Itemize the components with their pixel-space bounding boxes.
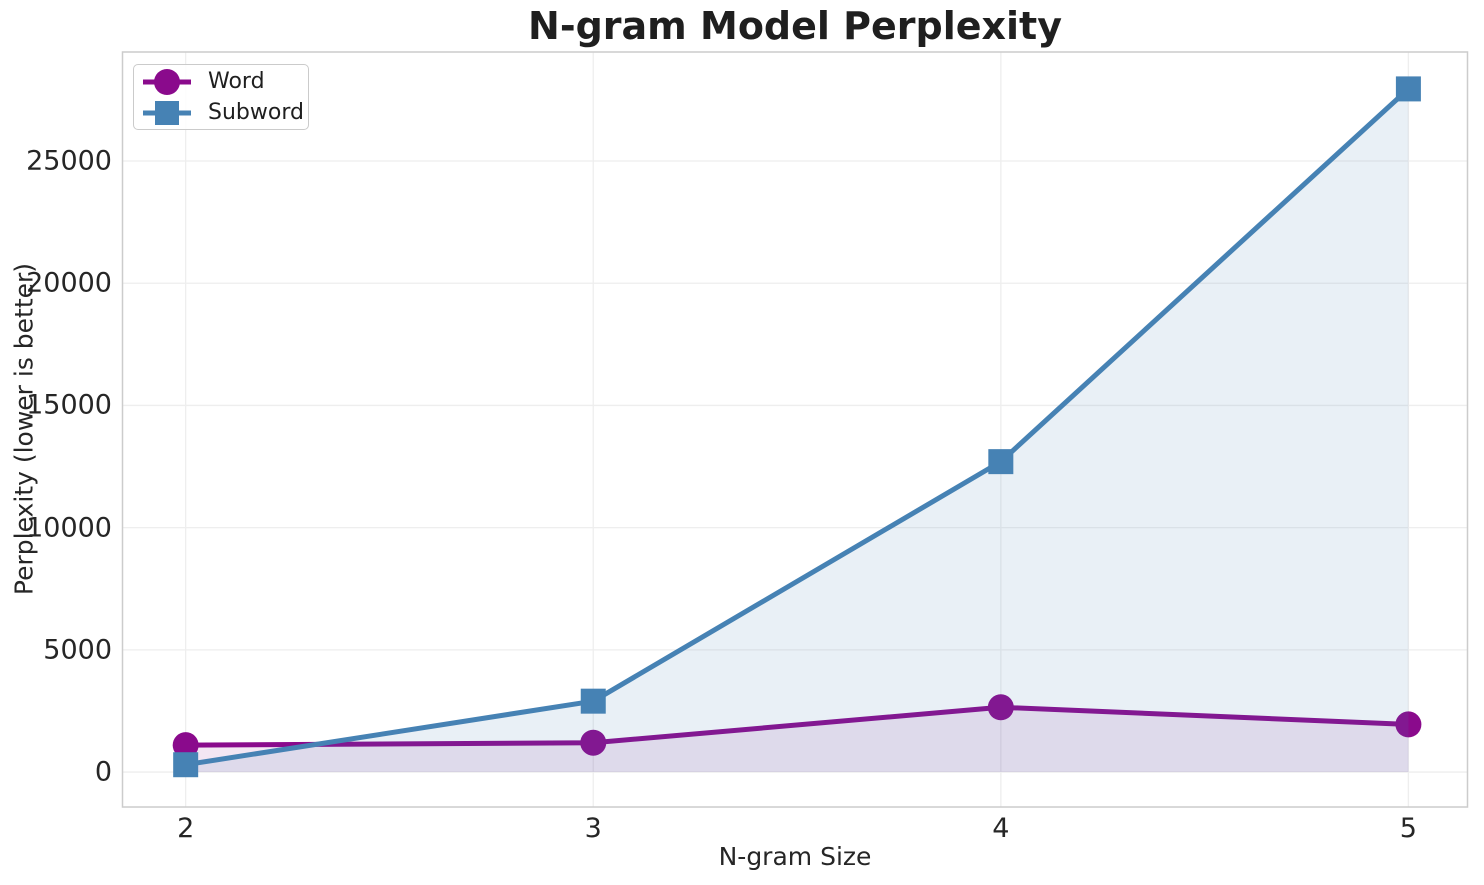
y-axis-label: Perplexity (lower is better) xyxy=(9,262,39,596)
area-fill-word xyxy=(185,707,1409,773)
y-tick-label-0: 0 xyxy=(94,756,112,788)
y-tick-label-10000: 10000 xyxy=(26,512,112,544)
legend-entry-subword: Subword xyxy=(140,98,308,127)
series-line-word xyxy=(183,704,1411,748)
y-tick-label-5000: 5000 xyxy=(43,634,112,666)
legend: Word Subword xyxy=(133,64,309,130)
area-fill-subword xyxy=(185,88,1409,773)
x-tick-label-4: 4 xyxy=(992,813,1010,844)
marker-word-x2 xyxy=(172,732,199,759)
marker-word-x3 xyxy=(580,729,607,756)
marker-word-x4 xyxy=(987,694,1014,721)
chart-title: N-gram Model Perplexity xyxy=(528,4,1062,48)
legend-label-word: Word xyxy=(208,68,265,94)
legend-square-marker-icon xyxy=(143,100,191,125)
legend-circle-marker-icon xyxy=(143,68,191,95)
marker-word-x5 xyxy=(1395,711,1422,738)
marker-subword-x5 xyxy=(1395,76,1421,102)
marker-subword-x4 xyxy=(988,449,1014,475)
x-tick-label-3: 3 xyxy=(584,813,602,844)
y-tick-label-20000: 20000 xyxy=(26,267,112,299)
marker-subword-x3 xyxy=(580,688,606,714)
y-tick-label-25000: 25000 xyxy=(26,145,112,177)
x-axis-label: N-gram Size xyxy=(718,842,872,871)
legend-entry-word: Word xyxy=(140,67,308,96)
y-tick-label-15000: 15000 xyxy=(26,389,112,421)
legend-label-subword: Subword xyxy=(208,99,304,125)
series-line-subword xyxy=(183,86,1411,768)
plot-border xyxy=(121,51,1469,808)
marker-subword-x2 xyxy=(173,752,199,778)
x-tick-label-5: 5 xyxy=(1399,813,1417,844)
x-tick-label-2: 2 xyxy=(177,813,195,844)
